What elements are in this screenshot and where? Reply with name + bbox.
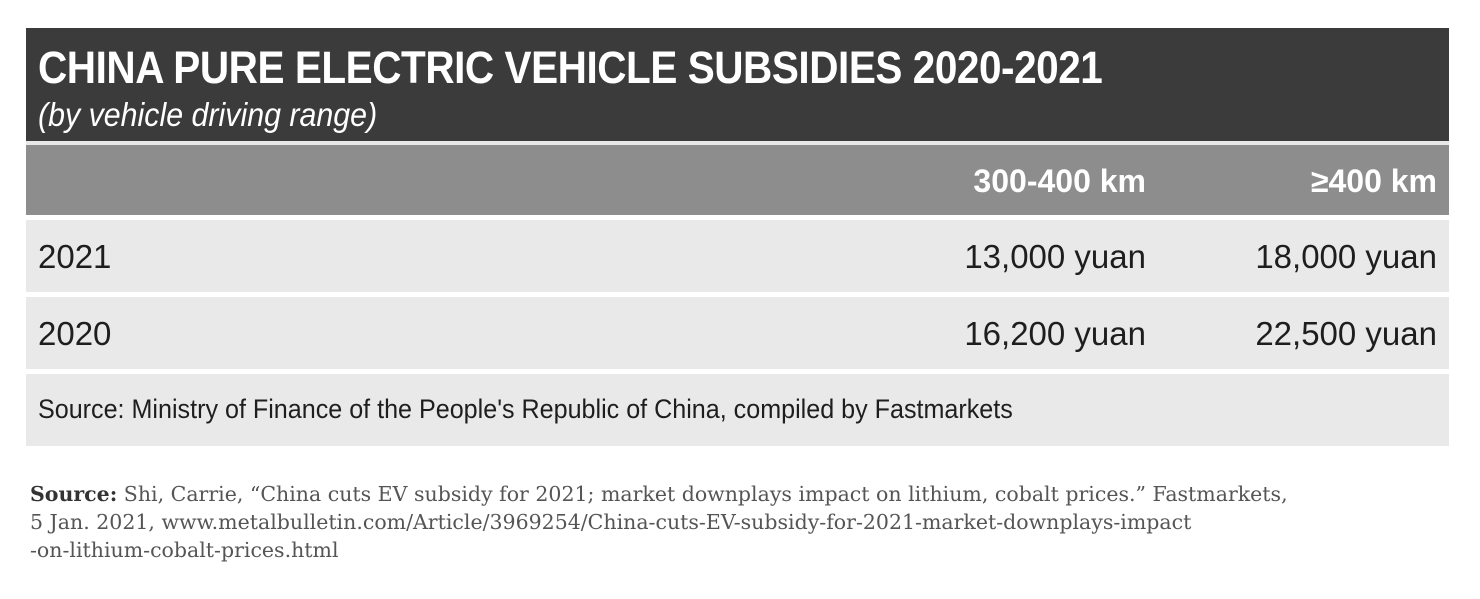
table-source-row: Source: Ministry of Finance of the Peopl… — [26, 374, 1449, 446]
table-title: CHINA PURE ELECTRIC VEHICLE SUBSIDIES 20… — [38, 42, 1103, 93]
cell-value: 22,500 yuan — [1255, 315, 1437, 352]
caption-label: Source: — [30, 482, 118, 506]
cell-value: 13,000 yuan — [964, 238, 1146, 275]
caption-line-2: 5 Jan. 2021, www.metalbulletin.com/Artic… — [30, 510, 1192, 534]
table-source-note: Source: Ministry of Finance of the Peopl… — [38, 394, 1013, 424]
table-subtitle: (by vehicle driving range) — [38, 96, 378, 133]
title-divider — [26, 141, 1449, 145]
row-divider — [26, 369, 1449, 374]
cell-value: 18,000 yuan — [1255, 238, 1437, 275]
cell-value: 16,200 yuan — [964, 315, 1146, 352]
caption-line-3: -on-lithium-cobalt-prices.html — [30, 538, 339, 562]
table-row-2021: 2021 13,000 yuan 18,000 yuan — [26, 220, 1449, 292]
table-row-2020: 2020 16,200 yuan 22,500 yuan — [26, 297, 1449, 369]
subsidy-table-figure: CHINA PURE ELECTRIC VEHICLE SUBSIDIES 20… — [26, 28, 1449, 446]
row-label: 2020 — [38, 315, 112, 352]
caption-line-1: Shi, Carrie, “China cuts EV subsidy for … — [117, 482, 1288, 506]
row-divider — [26, 292, 1449, 297]
column-header-400-plus: ≥400 km — [1310, 163, 1437, 199]
row-label: 2021 — [38, 238, 112, 275]
figure-caption: Source: Shi, Carrie, “China cuts EV subs… — [30, 480, 1450, 564]
column-header-300-400: 300-400 km — [973, 163, 1146, 199]
table-header-row: 300-400 km ≥400 km — [26, 145, 1449, 215]
row-divider — [26, 215, 1449, 220]
title-block: CHINA PURE ELECTRIC VEHICLE SUBSIDIES 20… — [26, 28, 1449, 141]
